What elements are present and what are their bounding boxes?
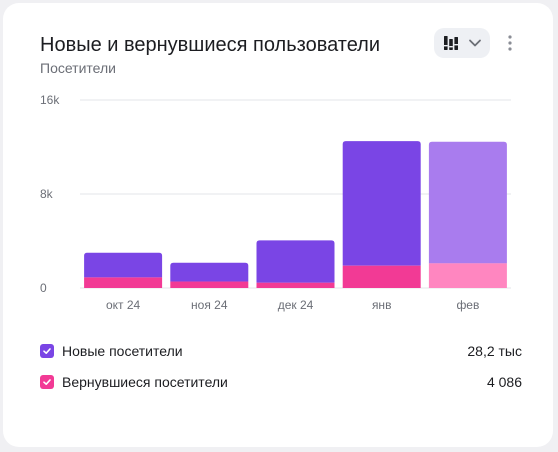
legend-item-returning-visitors[interactable]: Вернувшиеся посетители 4 086	[40, 374, 522, 390]
chevron-down-icon	[469, 39, 481, 47]
bar-returning-visitors	[256, 282, 335, 288]
bar-new-visitors	[342, 141, 421, 266]
stacked-bar-chart-icon	[444, 36, 458, 50]
legend-total: 28,2 тыс	[467, 343, 522, 359]
bar-new-visitors	[256, 240, 335, 283]
chart-type-dropdown[interactable]	[434, 28, 490, 58]
widget-title: Новые и вернувшиеся пользователи	[40, 34, 381, 56]
stacked-bar-chart: 0 8k 16k окт 24 ноя 24 дек 24 янв фев	[40, 93, 511, 312]
bar-returning-visitors	[342, 265, 421, 288]
x-tick-label: фев	[456, 298, 479, 312]
bar-new-visitors	[170, 262, 249, 282]
checkbox-checked-icon[interactable]	[40, 344, 54, 358]
y-tick-label: 16k	[40, 93, 60, 107]
bar-new-visitors	[84, 252, 163, 278]
more-options-button[interactable]	[501, 30, 519, 56]
legend-label: Новые посетители	[62, 343, 183, 359]
widget-subtitle: Посетители	[40, 60, 116, 76]
chart-card: Новые и вернувшиеся пользователи Посетит…	[3, 3, 553, 447]
legend-total: 4 086	[486, 374, 522, 390]
bar-returning-visitors	[428, 263, 507, 288]
x-tick-label: дек 24	[278, 298, 314, 312]
bar-new-visitors	[428, 141, 507, 264]
checkbox-checked-icon[interactable]	[40, 375, 54, 389]
y-tick-label: 8k	[40, 187, 54, 201]
x-tick-label: янв	[372, 298, 392, 312]
x-tick-label: ноя 24	[191, 298, 228, 312]
more-vertical-icon	[508, 35, 512, 51]
x-tick-label: окт 24	[106, 298, 141, 312]
bar-returning-visitors	[84, 277, 163, 288]
bar-returning-visitors	[170, 281, 249, 288]
y-tick-label: 0	[40, 281, 47, 295]
legend-item-new-visitors[interactable]: Новые посетители 28,2 тыс	[40, 343, 522, 359]
legend-label: Вернувшиеся посетители	[62, 374, 228, 390]
